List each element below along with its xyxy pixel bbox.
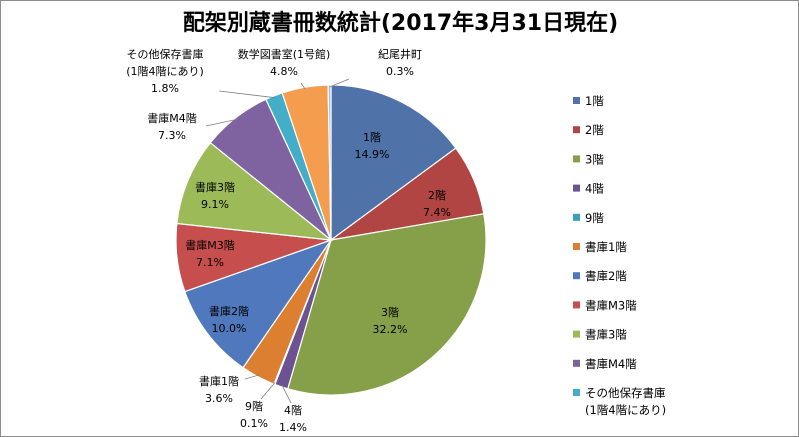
legend-swatch: [573, 272, 580, 280]
leader-line-10: [205, 119, 237, 127]
legend-label: 書庫3階: [585, 328, 627, 342]
legend-item-9: 書庫3階: [573, 328, 627, 342]
slice-label-6: 書庫1階 3.6%: [199, 374, 239, 405]
slice-label-11: その他保存書庫(1階4階にあり) 1.8%: [126, 47, 204, 95]
legend-label: その他保存書庫(1階4階にあり): [585, 386, 666, 417]
legend-swatch: [573, 97, 580, 104]
legend-label: 書庫M3階: [585, 298, 637, 312]
legend-swatch: [573, 389, 580, 396]
slice-label-9: 書庫3階 9.1%: [195, 180, 235, 211]
legend-label: 9階: [585, 211, 604, 225]
legend-label: 書庫M4階: [585, 357, 637, 371]
chart-title: 配架別蔵書冊数統計(2017年3月31日現在): [182, 11, 619, 36]
legend-item-4: 4階: [573, 182, 604, 196]
legend-label: 書庫1階: [585, 240, 627, 254]
leader-line-4: [281, 384, 292, 404]
leader-line-13: [329, 78, 350, 88]
legend-item-8: 書庫M3階: [573, 298, 637, 312]
pie-slice-13: [327, 84, 332, 241]
legend-swatch: [573, 301, 580, 309]
slice-label-12: 数学図書室(1号館) 4.8%: [238, 47, 331, 78]
legend-label: 1階: [585, 94, 604, 108]
leader-line-11: [218, 90, 275, 99]
legend-item-11: その他保存書庫(1階4階にあり): [573, 386, 666, 417]
legend-swatch: [573, 330, 580, 338]
legend-item-3: 3階: [573, 152, 604, 166]
legend-item-1: 1階: [573, 94, 604, 108]
pie-slice-1: [330, 84, 457, 242]
slice-label-13: 紀尾井町 0.3%: [378, 47, 422, 78]
legend-swatch: [573, 243, 580, 250]
leader-line-6: [244, 374, 260, 380]
pie-slice-7: [184, 238, 333, 369]
slice-label-5: 9階 0.1%: [240, 399, 268, 430]
slice-label-3: 3階 32.2%: [373, 305, 408, 336]
legend-swatch: [573, 359, 580, 367]
legend-item-6: 書庫1階: [573, 240, 627, 254]
legend-label: 3階: [585, 152, 604, 166]
legend-item-5: 9階: [573, 211, 604, 225]
legend-label: 2階: [585, 123, 604, 137]
legend-item-7: 書庫2階: [573, 269, 627, 283]
slice-label-7: 書庫2階 10.0%: [209, 304, 249, 335]
legend-item-2: 2階: [573, 123, 604, 137]
pie-slice-3: [287, 213, 487, 396]
legend-swatch: [573, 213, 580, 221]
leader-line-12: [300, 82, 306, 90]
slice-label-8: 書庫M3階 7.1%: [185, 238, 235, 269]
legend-label: 書庫2階: [585, 269, 627, 283]
slice-label-1: 1階 14.9%: [355, 130, 390, 161]
legend-swatch: [573, 155, 580, 163]
leader-line-5: [260, 382, 276, 400]
slice-label-2: 2階 7.4%: [423, 188, 451, 219]
legend-item-10: 書庫M4階: [573, 357, 637, 371]
legend-label: 4階: [585, 182, 604, 196]
pie-slice-9: [176, 141, 333, 241]
slice-label-4: 4階 1.4%: [279, 403, 307, 434]
slice-label-10: 書庫M4階 7.3%: [147, 111, 197, 142]
legend-swatch: [573, 126, 580, 134]
legend-swatch: [573, 184, 580, 192]
